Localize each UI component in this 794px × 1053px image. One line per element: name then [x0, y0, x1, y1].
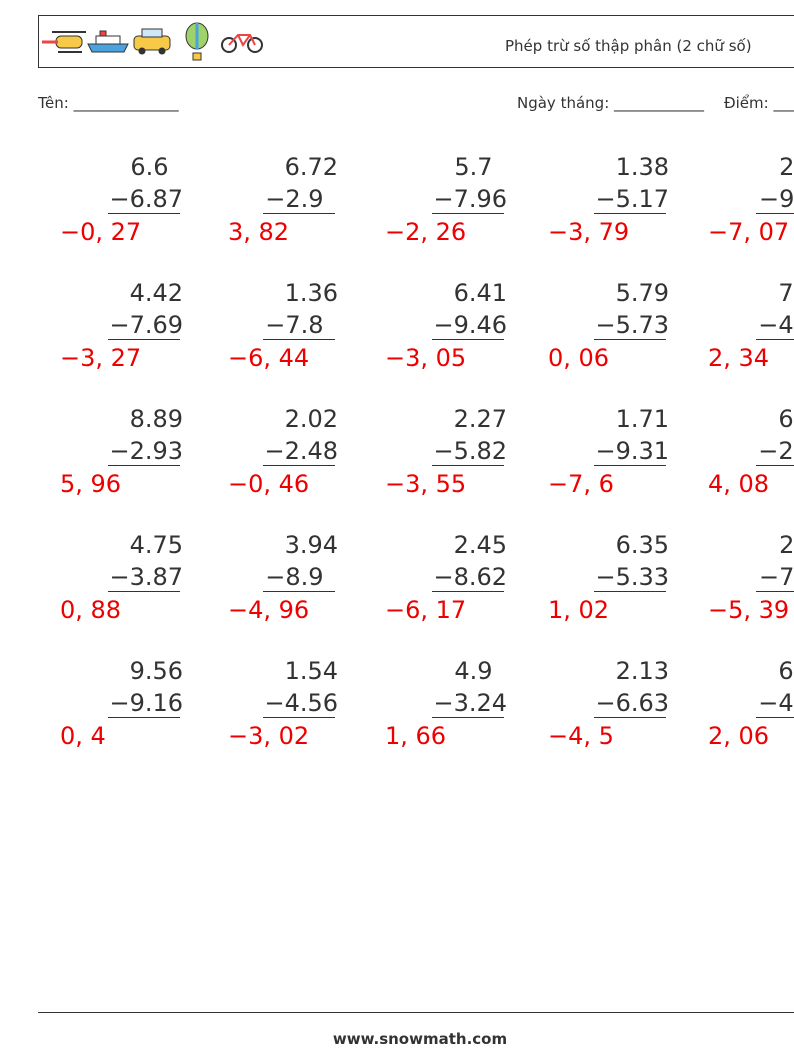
answer: 5, 96: [60, 470, 121, 498]
date-field: Ngày tháng: ____________: [517, 94, 705, 113]
subtrahend: −5.82: [433, 437, 507, 465]
answer: −0, 27: [60, 218, 141, 246]
answer: −3, 79: [548, 218, 629, 246]
minuend: 8.89: [130, 405, 183, 433]
subtrahend: −4.6: [758, 689, 794, 717]
minuend: 1.36: [285, 279, 338, 307]
minuend: 5.7: [454, 153, 492, 181]
answer: 1, 02: [548, 596, 609, 624]
answer: −0, 46: [228, 470, 309, 498]
subtrahend: −3.87: [109, 563, 183, 591]
problems: 6.6 −6.87 −0, 27 6.72 −2.9 3, 82 5.7 −7.96 −2, 2…: [60, 153, 794, 750]
answer: 2, 06: [708, 722, 769, 750]
answer: −2, 26: [385, 218, 466, 246]
score-field: Điểm: ___: [724, 94, 794, 113]
answer: 0, 4: [60, 722, 106, 750]
minuend: 6.72: [285, 153, 338, 181]
answer: −3, 05: [385, 344, 466, 372]
name-field: Tên: ______________: [37, 94, 179, 113]
answer: −7, 6: [548, 470, 614, 498]
minuend: 6.35: [616, 531, 669, 559]
minuend: 3.94: [285, 531, 338, 559]
answer: −7, 07: [708, 218, 789, 246]
subtrahend: −4.56: [264, 689, 338, 717]
minuend: 6.7: [778, 405, 794, 433]
minuend: 1.54: [285, 657, 338, 685]
subtrahend: −9.46: [433, 311, 507, 339]
answer: −6, 17: [385, 596, 466, 624]
subtrahend: −7.8: [265, 311, 323, 339]
subtrahend: −7.: [759, 563, 794, 591]
subtrahend: −7.96: [433, 185, 507, 213]
header-box: [38, 15, 794, 68]
answer: 0, 06: [548, 344, 609, 372]
minuend: 4.42: [130, 279, 183, 307]
minuend: 2.02: [285, 405, 338, 433]
subtrahend: −7.69: [109, 311, 183, 339]
minuend: 9.56: [130, 657, 183, 685]
title: Phép trừ số thập phân (2 chữ số): [505, 37, 752, 55]
subtrahend: −3.24: [433, 689, 507, 717]
minuend: 2.27: [454, 405, 507, 433]
answer: −5, 39: [708, 596, 789, 624]
subtrahend: −9.31: [595, 437, 669, 465]
minuend: 5.79: [616, 279, 669, 307]
subtrahend: −2.93: [109, 437, 183, 465]
icons: [42, 22, 263, 61]
answer: −6, 44: [228, 344, 309, 372]
answer: −3, 02: [228, 722, 309, 750]
subtrahend: −2.7: [758, 437, 794, 465]
answer: −4, 96: [228, 596, 309, 624]
minuend: 4.75: [130, 531, 183, 559]
subtrahend: −2.48: [264, 437, 338, 465]
minuend: 6.6: [130, 153, 168, 181]
subtrahend: −6.87: [109, 185, 183, 213]
minuend: 1.38: [616, 153, 669, 181]
answer: 4, 08: [708, 470, 769, 498]
subtrahend: −8.9: [265, 563, 323, 591]
answer: 3, 82: [228, 218, 289, 246]
minuend: 7.1: [778, 279, 794, 307]
minuend: 2.: [779, 531, 794, 559]
minuend: 2.45: [454, 531, 507, 559]
answer: 1, 66: [385, 722, 446, 750]
subtrahend: −8.62: [433, 563, 507, 591]
subtrahend: −5.17: [595, 185, 669, 213]
subtrahend: −5.33: [595, 563, 669, 591]
answer: 0, 88: [60, 596, 121, 624]
subtrahend: −6.63: [595, 689, 669, 717]
subtrahend: −4.8: [758, 311, 794, 339]
subtrahend: −2.9: [265, 185, 323, 213]
minuend: 6.41: [454, 279, 507, 307]
minuend: 2.13: [616, 657, 669, 685]
minuend: 1.71: [616, 405, 669, 433]
minuend: 6.7: [778, 657, 794, 685]
answer: 2, 34: [708, 344, 769, 372]
answer: −4, 5: [548, 722, 614, 750]
footer: www.snowmath.com: [333, 1030, 507, 1048]
subtrahend: −9.16: [109, 689, 183, 717]
subtrahend: −9.: [759, 185, 794, 213]
subtrahend: −5.73: [595, 311, 669, 339]
answer: −3, 55: [385, 470, 466, 498]
minuend: 2.: [779, 153, 794, 181]
answer: −3, 27: [60, 344, 141, 372]
minuend: 4.9: [454, 657, 492, 685]
